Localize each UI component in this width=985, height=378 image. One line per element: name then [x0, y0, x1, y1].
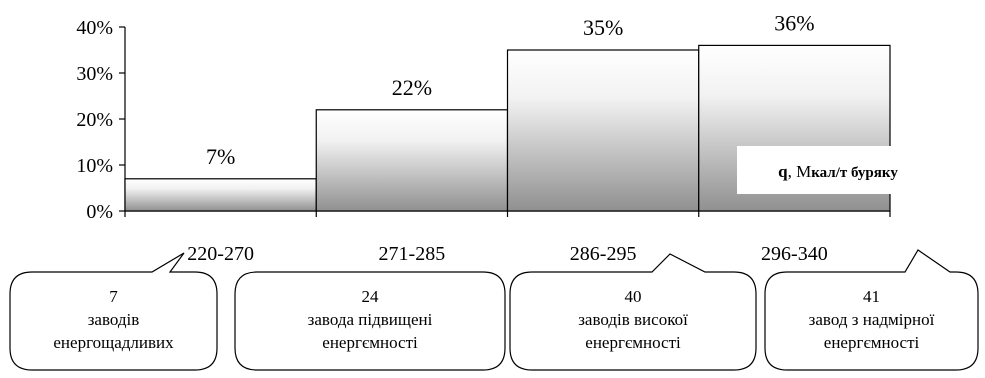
bar: [506, 49, 700, 212]
callout-bubble: [509, 253, 757, 371]
callouts: 7 заводів енергощадливих 24 завода підвищені…: [9, 249, 979, 371]
bars: [124, 44, 891, 212]
callout-bubble: [234, 271, 506, 371]
callout-bubble: [9, 252, 218, 371]
data-label: 22%: [392, 75, 432, 100]
callout-line: 24: [362, 287, 380, 306]
category-label: 296-340: [761, 243, 828, 265]
callout-bubble: [764, 249, 979, 371]
category-label: 271-285: [379, 243, 446, 265]
y-tick-label: 40%: [76, 17, 113, 39]
annotation: q, Мкал/т буряку: [737, 146, 937, 194]
category-label: 220-270: [187, 243, 254, 265]
category-label: 286-295: [570, 243, 637, 265]
callout-line: завод з надмірної: [809, 310, 935, 329]
data-labels: 7% 22% 35% 36%: [206, 10, 815, 168]
callout-line: заводів: [88, 310, 140, 329]
category-labels: 220-270 271-285 286-295 296-340: [187, 243, 827, 265]
y-tick-label: 0%: [86, 201, 113, 223]
callout-line: енергощадливих: [53, 333, 174, 352]
y-tick-label: 10%: [76, 155, 113, 177]
bar: [315, 109, 509, 212]
callout-line: енергємності: [585, 333, 681, 352]
y-tick-label: 20%: [76, 109, 113, 131]
data-label: 35%: [583, 15, 623, 40]
data-label: 36%: [774, 10, 814, 35]
bar: [124, 178, 317, 212]
callout-line: 41: [863, 287, 880, 306]
callout-line: завода підвищені: [308, 310, 433, 329]
callout-line: 40: [625, 287, 642, 306]
callout-line: енергємності: [824, 333, 920, 352]
annotation-text: q, Мкал/т буряку: [778, 162, 898, 181]
callout-line: 7: [109, 287, 118, 306]
callout-line: заводів високої: [578, 310, 688, 329]
callout-line: енергємності: [322, 333, 418, 352]
data-label: 7%: [206, 144, 235, 169]
y-tick-label: 30%: [76, 63, 113, 85]
annotation-box: [737, 146, 937, 194]
